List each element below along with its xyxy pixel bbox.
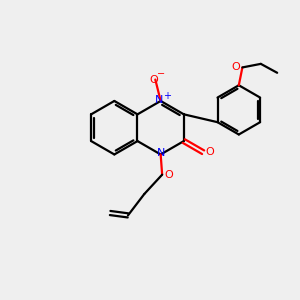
Text: N: N (155, 95, 164, 105)
Text: O: O (232, 62, 240, 72)
Text: O: O (150, 75, 158, 85)
Text: O: O (205, 147, 214, 157)
Text: +: + (163, 91, 171, 100)
Text: N: N (157, 148, 165, 158)
Text: O: O (164, 170, 173, 180)
Text: −: − (157, 69, 165, 79)
